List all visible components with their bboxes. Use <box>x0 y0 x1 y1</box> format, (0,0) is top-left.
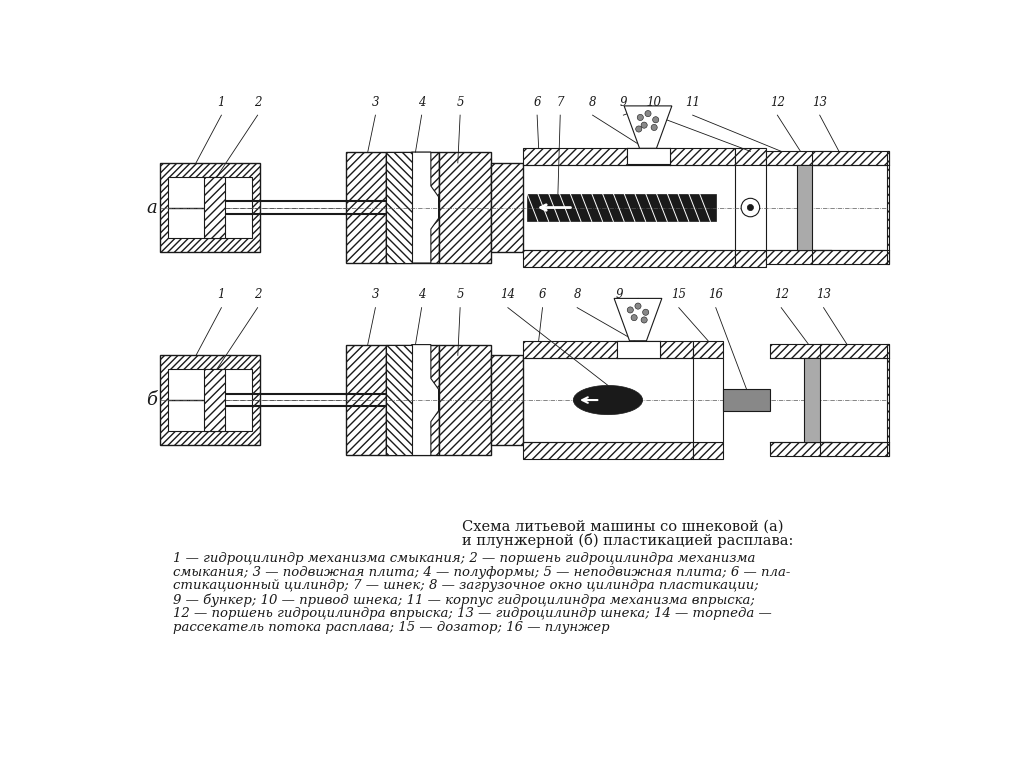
Polygon shape <box>412 152 438 263</box>
Circle shape <box>652 117 658 123</box>
Circle shape <box>651 124 657 130</box>
Text: 12 — поршень гидроцилиндра впрыска; 13 — гидроцилиндр шнека; 14 — торпеда —: 12 — поршень гидроцилиндра впрыска; 13 —… <box>173 607 772 621</box>
Text: 4: 4 <box>418 96 425 109</box>
Text: б: б <box>146 391 158 409</box>
Ellipse shape <box>573 385 643 415</box>
Bar <box>386 152 438 263</box>
Text: 5: 5 <box>457 288 464 301</box>
Text: 15: 15 <box>672 288 686 301</box>
Bar <box>617 341 659 357</box>
Bar <box>819 443 889 456</box>
Bar <box>735 165 766 250</box>
Bar <box>523 341 692 357</box>
Bar <box>812 250 889 264</box>
Circle shape <box>748 205 754 211</box>
Bar <box>724 390 770 411</box>
Text: 1: 1 <box>218 288 225 301</box>
Text: и плунжерной (б) пластикацией расплава:: и плунжерной (б) пластикацией расплава: <box>462 533 793 548</box>
Text: Схема литьевой машины со шнековой (а): Схема литьевой машины со шнековой (а) <box>462 519 783 533</box>
Bar <box>160 163 260 252</box>
Text: 13: 13 <box>816 288 831 301</box>
Text: 8: 8 <box>573 288 581 301</box>
Bar <box>523 443 692 459</box>
Bar <box>770 443 831 456</box>
Polygon shape <box>412 344 438 456</box>
Text: смыкания; 3 — подвижная плита; 4 — полуформы; 5 — неподвижная плита; 6 — пла-: смыкания; 3 — подвижная плита; 4 — полуф… <box>173 565 791 578</box>
Bar <box>490 355 523 445</box>
Bar <box>628 148 670 165</box>
Bar <box>797 165 812 250</box>
Text: 12: 12 <box>774 288 788 301</box>
Text: рассекатель потока расплава; 15 — дозатор; 16 — плунжер: рассекатель потока расплава; 15 — дозато… <box>173 621 609 634</box>
Circle shape <box>645 110 651 117</box>
Bar <box>692 341 724 357</box>
Bar <box>812 151 889 165</box>
Text: 12: 12 <box>770 96 784 109</box>
Bar <box>346 152 386 263</box>
Bar <box>490 163 523 252</box>
Bar <box>819 344 889 357</box>
Bar <box>770 344 831 357</box>
Text: 1: 1 <box>218 96 225 109</box>
Bar <box>386 152 412 263</box>
Bar <box>346 344 386 456</box>
Text: 9: 9 <box>615 288 624 301</box>
Text: 6: 6 <box>534 96 541 109</box>
Text: 8: 8 <box>589 96 596 109</box>
Text: 7: 7 <box>556 96 564 109</box>
Circle shape <box>641 122 647 128</box>
Text: 1 — гидроцилиндр механизма смыкания; 2 — поршень гидроцилиндра механизма: 1 — гидроцилиндр механизма смыкания; 2 —… <box>173 551 756 565</box>
Bar <box>438 152 490 263</box>
Circle shape <box>628 307 634 313</box>
Bar <box>628 148 670 169</box>
Bar <box>160 355 260 445</box>
Bar <box>735 250 766 267</box>
Bar <box>692 443 724 459</box>
Bar <box>438 344 490 456</box>
Bar <box>766 250 831 264</box>
Bar <box>523 250 735 267</box>
Text: 14: 14 <box>501 288 515 301</box>
Text: 6: 6 <box>539 288 546 301</box>
Bar <box>692 357 724 443</box>
Bar <box>523 148 735 165</box>
Circle shape <box>635 303 641 309</box>
Text: 13: 13 <box>812 96 827 109</box>
Bar <box>527 194 716 222</box>
Circle shape <box>741 199 760 217</box>
Text: 5: 5 <box>457 96 464 109</box>
Bar <box>888 151 889 264</box>
Polygon shape <box>614 298 662 341</box>
Text: а: а <box>146 199 158 216</box>
Text: 9: 9 <box>620 96 627 109</box>
Circle shape <box>641 317 647 323</box>
Bar <box>204 369 225 431</box>
Circle shape <box>636 126 642 132</box>
Bar <box>888 344 889 456</box>
Circle shape <box>637 114 643 120</box>
Circle shape <box>631 314 637 321</box>
Text: 3: 3 <box>372 96 379 109</box>
Text: 2: 2 <box>254 96 261 109</box>
Text: 10: 10 <box>647 96 662 109</box>
Bar <box>766 151 831 165</box>
Text: 16: 16 <box>709 288 723 301</box>
Bar <box>804 357 819 443</box>
Bar <box>628 163 670 165</box>
Bar <box>386 344 412 456</box>
Text: 3: 3 <box>372 288 379 301</box>
Bar <box>168 369 252 431</box>
Circle shape <box>643 309 649 315</box>
Bar <box>386 344 438 456</box>
Text: 2: 2 <box>254 288 261 301</box>
Bar <box>735 148 766 165</box>
Text: стикационный цилиндр; 7 — шнек; 8 — загрузочное окно цилиндра пластикации;: стикационный цилиндр; 7 — шнек; 8 — загр… <box>173 579 759 592</box>
Text: 4: 4 <box>418 288 425 301</box>
Polygon shape <box>625 106 672 148</box>
Bar <box>204 176 225 239</box>
Text: 11: 11 <box>685 96 700 109</box>
Text: 9 — бункер; 10 — привод шнека; 11 — корпус гидроцилиндра механизма впрыска;: 9 — бункер; 10 — привод шнека; 11 — корп… <box>173 594 755 607</box>
Bar <box>168 176 252 239</box>
